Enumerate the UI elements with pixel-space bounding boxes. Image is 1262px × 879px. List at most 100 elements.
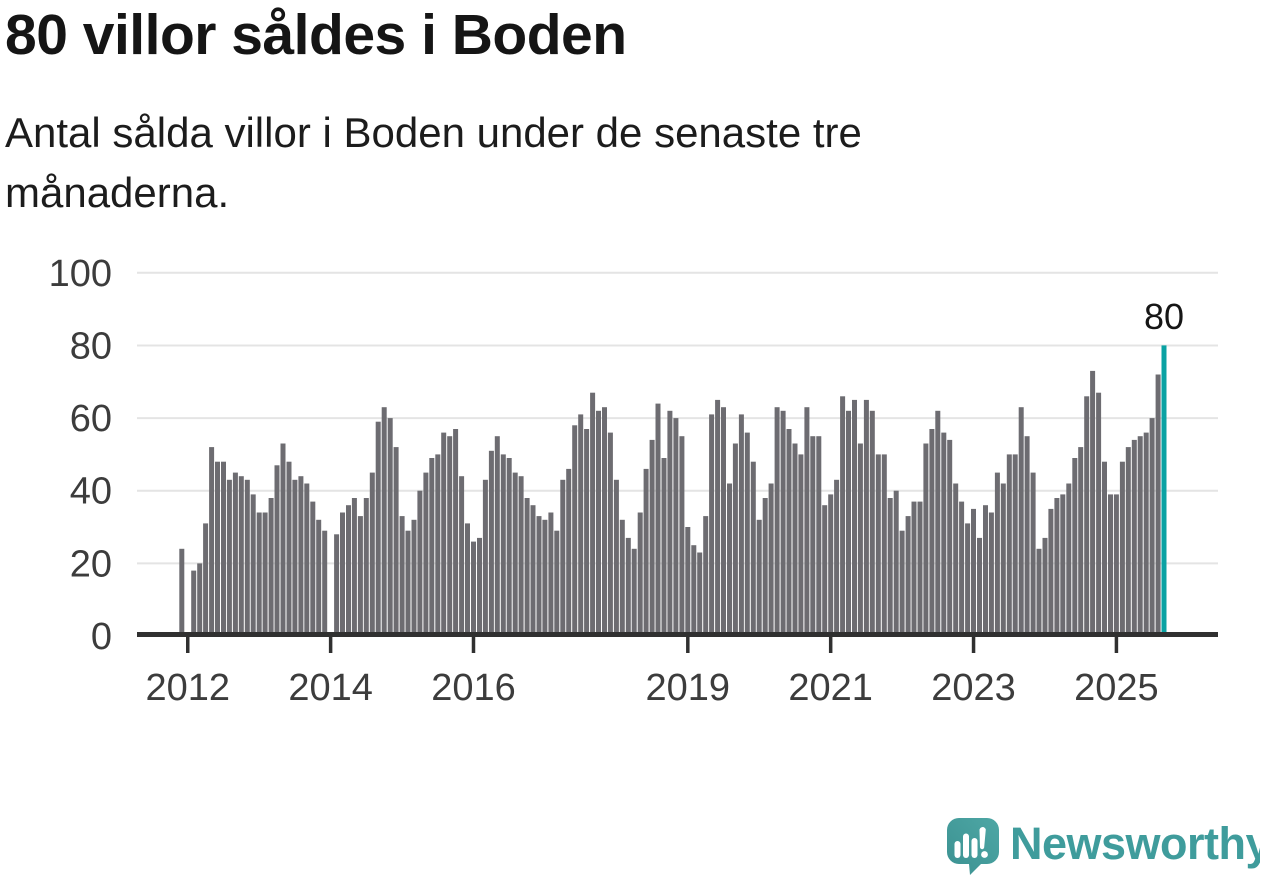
bar bbox=[1137, 436, 1143, 636]
bar bbox=[762, 498, 768, 636]
bar bbox=[387, 418, 393, 636]
chart-title: 80 villor såldes i Boden bbox=[5, 3, 627, 67]
bar bbox=[578, 414, 584, 636]
bar bbox=[560, 479, 566, 636]
bar bbox=[506, 458, 512, 636]
y-tick-label: 60 bbox=[70, 398, 112, 440]
bar bbox=[691, 545, 697, 636]
bar bbox=[941, 432, 947, 636]
bar bbox=[250, 494, 256, 636]
x-tick-label: 2016 bbox=[431, 667, 516, 709]
bar bbox=[810, 436, 816, 636]
bar bbox=[661, 458, 667, 636]
bar bbox=[744, 432, 750, 636]
bar bbox=[500, 454, 506, 636]
bar bbox=[322, 530, 328, 636]
bar bbox=[988, 512, 994, 636]
bar bbox=[1078, 447, 1084, 636]
bar bbox=[1143, 432, 1149, 636]
bar bbox=[655, 403, 661, 636]
bar bbox=[1155, 374, 1161, 636]
bar bbox=[1072, 458, 1078, 636]
bar bbox=[363, 498, 369, 636]
bar bbox=[607, 432, 613, 636]
bar bbox=[226, 479, 232, 636]
bar bbox=[1149, 418, 1155, 636]
bars bbox=[179, 345, 1167, 636]
bar bbox=[548, 512, 554, 636]
bar bbox=[798, 454, 804, 636]
bar bbox=[244, 479, 250, 636]
bar bbox=[1036, 548, 1042, 636]
bar bbox=[816, 436, 822, 636]
bar bbox=[417, 490, 423, 636]
bar bbox=[750, 461, 756, 636]
bar bbox=[346, 505, 351, 636]
bar bbox=[911, 501, 917, 636]
bar bbox=[804, 407, 810, 636]
bar bbox=[822, 505, 828, 636]
bar bbox=[1102, 461, 1107, 636]
x-tick-label: 2012 bbox=[145, 667, 230, 709]
bar bbox=[786, 429, 792, 636]
bar bbox=[721, 407, 726, 636]
bar bbox=[447, 436, 453, 636]
bar bbox=[1042, 537, 1048, 636]
chart-header: 80 villor såldes i Boden Antal sålda vil… bbox=[5, 4, 1255, 223]
bar bbox=[780, 410, 786, 636]
bar bbox=[715, 399, 721, 636]
bar bbox=[1000, 483, 1006, 636]
bar bbox=[852, 399, 857, 636]
bar bbox=[768, 483, 774, 636]
bar bbox=[554, 530, 560, 636]
x-axis-labels: 2012 2014 2016 2019 2021 2023 2025 bbox=[145, 667, 1158, 709]
bar bbox=[602, 407, 607, 636]
bar bbox=[792, 443, 798, 636]
bar bbox=[846, 410, 851, 636]
bar bbox=[738, 414, 744, 636]
bar bbox=[828, 494, 834, 636]
bar bbox=[1096, 392, 1102, 636]
bar bbox=[298, 476, 304, 636]
bar bbox=[429, 458, 435, 636]
bar bbox=[1084, 396, 1090, 636]
bar bbox=[357, 516, 363, 636]
bar bbox=[566, 468, 572, 636]
bar bbox=[375, 421, 381, 636]
y-tick-label: 100 bbox=[49, 253, 112, 295]
bar bbox=[381, 407, 387, 636]
bar bbox=[881, 454, 887, 636]
bar bbox=[1060, 494, 1066, 636]
bar bbox=[530, 505, 536, 636]
bar bbox=[459, 476, 465, 636]
bar bbox=[893, 490, 899, 636]
bar bbox=[1054, 498, 1060, 636]
bar bbox=[697, 552, 703, 636]
bar bbox=[393, 447, 399, 636]
bar bbox=[441, 432, 447, 636]
bar bbox=[667, 410, 673, 636]
bar bbox=[929, 429, 935, 636]
bar bbox=[453, 429, 459, 636]
bar bbox=[280, 443, 286, 636]
bar bbox=[613, 479, 619, 636]
bar bbox=[1018, 407, 1024, 636]
newsworthy-logo: Newsworthy bbox=[947, 818, 1260, 875]
bar bbox=[673, 418, 679, 636]
bar bbox=[494, 436, 500, 636]
bar bbox=[857, 443, 863, 636]
bar bbox=[1012, 454, 1018, 636]
bar bbox=[732, 443, 738, 636]
bar bbox=[488, 450, 494, 636]
bar bbox=[965, 523, 971, 636]
x-tick-label: 2025 bbox=[1074, 667, 1159, 709]
bar bbox=[518, 476, 524, 636]
bar bbox=[351, 498, 357, 636]
bar bbox=[863, 399, 869, 636]
sales-bar-chart: 0 20 40 60 80 100 2012 2014 2016 2019 2021 2023 2025… bbox=[49, 253, 1218, 709]
y-tick-label: 20 bbox=[70, 543, 112, 585]
y-axis-labels: 0 20 40 60 80 100 bbox=[49, 253, 112, 658]
bar bbox=[1113, 494, 1119, 636]
bar bbox=[756, 519, 762, 636]
bar bbox=[304, 483, 310, 636]
